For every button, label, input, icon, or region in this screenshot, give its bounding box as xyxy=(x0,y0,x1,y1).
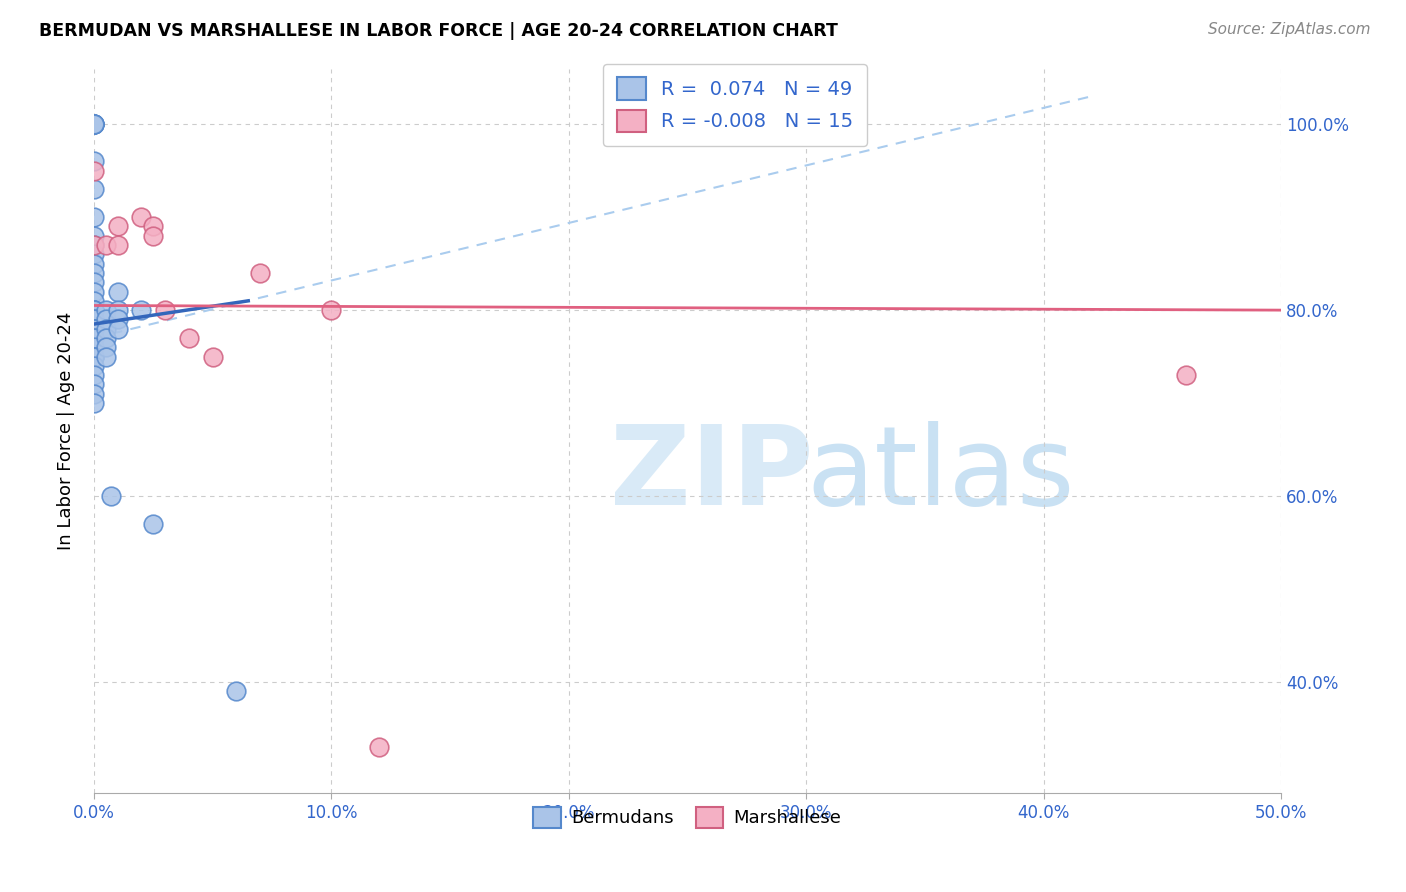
Point xyxy=(131,303,153,318)
Point xyxy=(83,117,105,131)
Point xyxy=(83,322,105,336)
Point xyxy=(107,322,129,336)
Point xyxy=(94,312,117,326)
Point xyxy=(83,238,105,252)
Point xyxy=(83,238,105,252)
Point xyxy=(83,182,105,196)
Point xyxy=(83,303,105,318)
Point xyxy=(83,350,105,364)
Point xyxy=(94,340,117,354)
Point xyxy=(83,266,105,280)
Point xyxy=(83,117,105,131)
Point xyxy=(107,219,129,234)
Point xyxy=(142,516,165,531)
Point xyxy=(83,340,105,354)
Point xyxy=(83,247,105,261)
Point xyxy=(94,322,117,336)
Text: atlas: atlas xyxy=(806,421,1074,528)
Text: Source: ZipAtlas.com: Source: ZipAtlas.com xyxy=(1208,22,1371,37)
Point xyxy=(83,377,105,392)
Point xyxy=(83,368,105,383)
Point xyxy=(83,163,105,178)
Point xyxy=(249,266,271,280)
Point xyxy=(94,238,117,252)
Point xyxy=(177,331,200,345)
Point xyxy=(100,489,122,503)
Point xyxy=(153,303,176,318)
Point xyxy=(83,285,105,299)
Point xyxy=(201,350,224,364)
Point xyxy=(107,238,129,252)
Point xyxy=(83,312,105,326)
Point xyxy=(107,285,129,299)
Point xyxy=(83,359,105,373)
Point xyxy=(83,154,105,169)
Point xyxy=(107,303,129,318)
Point xyxy=(83,396,105,410)
Legend: Bermudans, Marshallese: Bermudans, Marshallese xyxy=(526,800,849,835)
Text: BERMUDAN VS MARSHALLESE IN LABOR FORCE | AGE 20-24 CORRELATION CHART: BERMUDAN VS MARSHALLESE IN LABOR FORCE |… xyxy=(39,22,838,40)
Point xyxy=(83,303,105,318)
Point xyxy=(321,303,343,318)
Point xyxy=(83,257,105,271)
Point xyxy=(131,211,153,225)
Point xyxy=(142,228,165,243)
Point xyxy=(225,684,247,698)
Point xyxy=(107,312,129,326)
Point xyxy=(83,293,105,308)
Text: ZIP: ZIP xyxy=(610,421,814,528)
Point xyxy=(367,739,389,754)
Point xyxy=(83,303,105,318)
Y-axis label: In Labor Force | Age 20-24: In Labor Force | Age 20-24 xyxy=(58,311,75,550)
Point xyxy=(83,117,105,131)
Point xyxy=(83,386,105,401)
Point xyxy=(83,350,105,364)
Point xyxy=(142,219,165,234)
Point xyxy=(83,331,105,345)
Point xyxy=(94,350,117,364)
Point xyxy=(83,312,105,326)
Point xyxy=(83,322,105,336)
Point xyxy=(83,211,105,225)
Point xyxy=(1175,368,1198,383)
Point xyxy=(83,275,105,289)
Point xyxy=(83,228,105,243)
Point xyxy=(83,350,105,364)
Point xyxy=(83,331,105,345)
Point xyxy=(83,322,105,336)
Point xyxy=(94,303,117,318)
Point xyxy=(83,117,105,131)
Point xyxy=(83,117,105,131)
Point xyxy=(94,331,117,345)
